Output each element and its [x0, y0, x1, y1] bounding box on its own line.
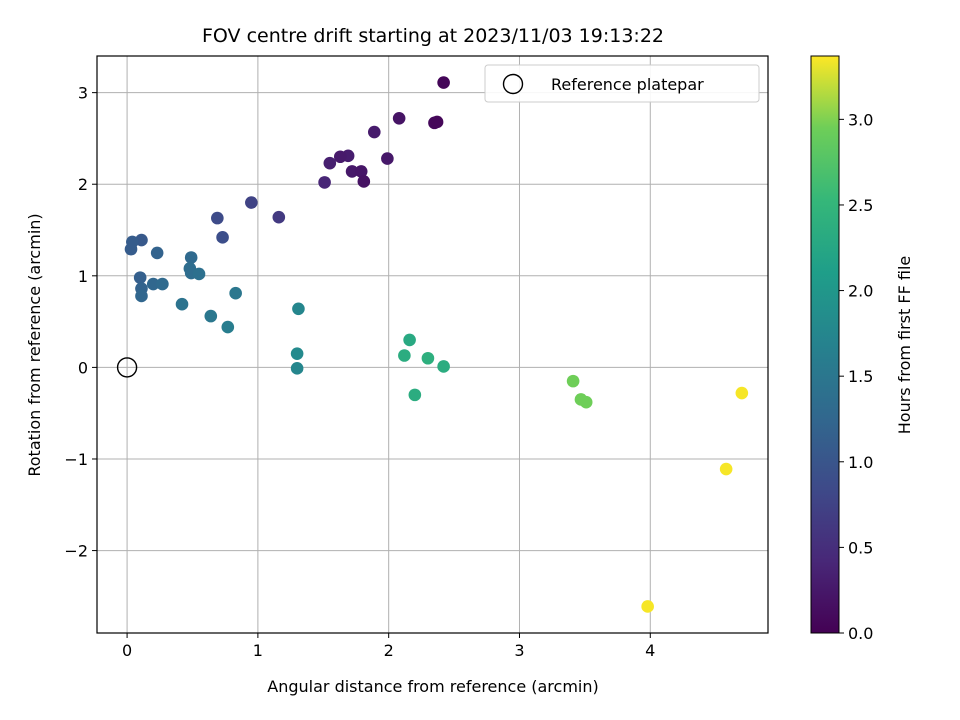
data-point	[323, 156, 337, 170]
data-point	[146, 277, 160, 291]
colorbar-tick-label: 2.5	[848, 196, 873, 215]
colorbar-tick-label: 0.5	[848, 538, 873, 557]
data-point	[579, 395, 593, 409]
data-point	[437, 76, 450, 89]
data-point	[392, 111, 406, 125]
colorbar-tick-label: 2.0	[848, 282, 873, 301]
data-point	[175, 297, 189, 311]
data-point	[367, 125, 381, 139]
reference-marker-layer	[116, 357, 138, 378]
colorbar: 0.0 0.5 1.0 1.5 2.0 2.5 3.0 Hours from first F…	[810, 55, 914, 643]
data-point	[357, 175, 371, 188]
x-tick-label: 1	[253, 641, 263, 660]
colorbar-tick-label: 1.5	[848, 367, 873, 386]
y-tick-label: −1	[64, 450, 88, 469]
data-point	[566, 374, 580, 388]
x-tick-label: 0	[122, 641, 132, 660]
data-point	[318, 176, 331, 189]
colorbar-label: Hours from first FF file	[895, 256, 914, 435]
data-point	[408, 388, 422, 402]
y-tick-label: 2	[78, 175, 88, 194]
chart-title: FOV centre drift starting at 2023/11/03 …	[202, 25, 664, 47]
data-point	[398, 349, 411, 362]
data-point	[133, 271, 147, 284]
data-point	[403, 333, 416, 347]
data-point	[135, 289, 148, 303]
data-point	[735, 386, 749, 400]
reference-platepar-marker	[116, 357, 138, 378]
data-point	[345, 165, 359, 178]
data-point	[229, 286, 242, 300]
data-point	[245, 196, 258, 209]
plot-frame	[96, 55, 769, 634]
y-axis-label: Rotation from reference (arcmin)	[25, 213, 44, 476]
data-point	[204, 309, 218, 323]
y-tick-label: 3	[78, 84, 88, 103]
data-point	[272, 210, 286, 224]
data-point	[221, 320, 235, 334]
x-tick-label: 3	[514, 641, 524, 660]
data-point	[192, 267, 206, 281]
data-point	[421, 351, 435, 365]
data-point	[292, 302, 305, 316]
data-point	[216, 231, 229, 244]
colorbar-tick-label: 0.0	[848, 624, 873, 643]
data-point	[290, 362, 304, 375]
data-point	[641, 600, 654, 613]
data-point	[290, 347, 304, 360]
data-point	[719, 462, 733, 476]
colorbar-tick-label: 3.0	[848, 110, 873, 129]
data-point	[437, 360, 450, 373]
y-tick-label: 1	[78, 267, 88, 286]
legend-reference-marker-icon	[502, 73, 524, 95]
data-point	[381, 152, 394, 165]
y-tick-label: −2	[64, 542, 88, 561]
data-point	[156, 277, 169, 291]
data-points	[124, 76, 749, 613]
legend-entry-reference-platepar: Reference platepar	[551, 75, 704, 94]
x-tick-label: 4	[645, 641, 655, 660]
data-point	[211, 211, 224, 225]
x-tick-label: 2	[384, 641, 394, 660]
colorbar-gradient	[810, 55, 840, 634]
y-tick-label: 0	[78, 358, 88, 377]
x-axis-label: Angular distance from reference (arcmin)	[267, 677, 598, 696]
legend: Reference platepar	[484, 64, 760, 103]
data-point	[430, 115, 444, 129]
data-point	[124, 242, 138, 256]
axis-ticks: 0 1 2 3 4 −2 −1 0 1 2 3	[64, 84, 655, 660]
data-point	[184, 251, 198, 264]
data-point	[354, 165, 368, 178]
legend-box	[484, 64, 760, 103]
colorbar-ticks: 0.0 0.5 1.0 1.5 2.0 2.5 3.0	[839, 110, 873, 643]
grid	[97, 56, 768, 633]
data-point	[333, 150, 347, 164]
colorbar-tick-label: 1.0	[848, 453, 873, 472]
data-point	[150, 246, 164, 260]
